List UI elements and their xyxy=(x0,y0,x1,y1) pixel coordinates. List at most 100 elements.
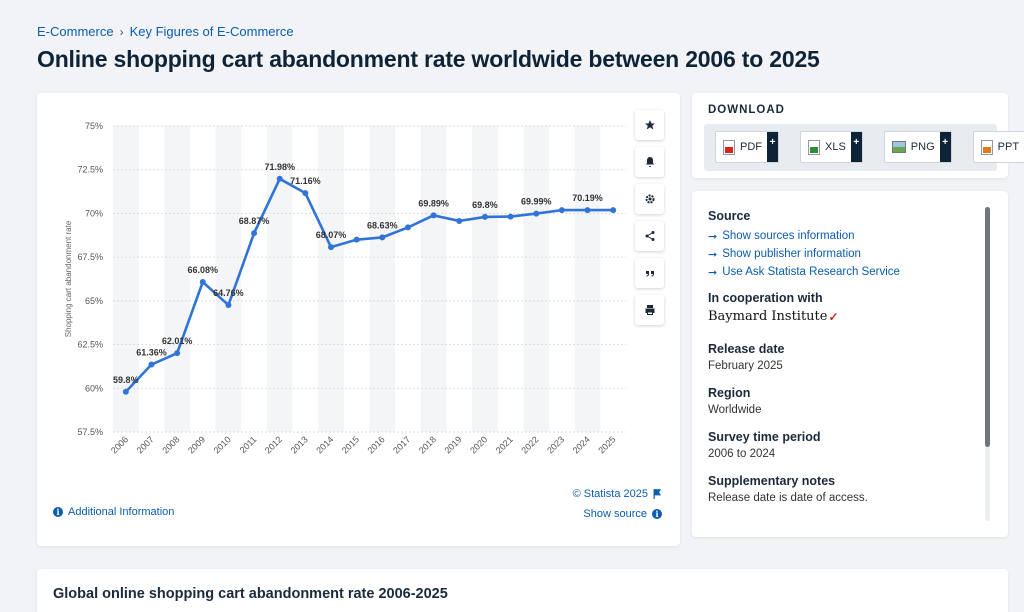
grid-band xyxy=(113,126,139,432)
data-point xyxy=(404,224,411,231)
data-label: 69.8% xyxy=(472,200,498,210)
data-point xyxy=(225,302,232,309)
data-label: 59.8% xyxy=(113,375,139,385)
baymard-logo: Baymard Institute ✓ xyxy=(708,309,978,324)
chart-card: 57.5% 60% 62.5% 65% 67.5% 70% 72.5% 75% Shopping… xyxy=(37,93,680,546)
info-card: Source ➞ Show sources information ➞ Show p… xyxy=(692,191,1008,537)
show-sources-label: Show sources information xyxy=(722,230,855,242)
star-icon xyxy=(644,120,655,130)
grid-band xyxy=(369,126,396,432)
table-card: Global online shopping cart abandonment … xyxy=(37,569,1008,612)
grid-band xyxy=(164,126,190,432)
grid-band xyxy=(574,126,601,432)
additional-information-link[interactable]: i Additional Information xyxy=(53,506,174,518)
data-point xyxy=(122,388,129,395)
download-ppt-label: PPT xyxy=(997,141,1020,153)
info-content: Source ➞ Show sources information ➞ Show p… xyxy=(708,209,978,518)
data-point xyxy=(379,234,386,241)
ask-statista-link[interactable]: ➞ Use Ask Statista Research Service xyxy=(708,263,978,281)
settings-button[interactable] xyxy=(635,184,664,214)
x-tick-label: 2021 xyxy=(494,434,515,455)
data-point xyxy=(174,350,181,357)
x-tick-label: 2013 xyxy=(289,434,310,455)
survey-period-value: 2006 to 2024 xyxy=(708,448,776,460)
data-label: 61.36% xyxy=(136,348,167,358)
download-card: DOWNLOAD PDF + XLS + PNG + PPT + xyxy=(692,93,1024,178)
release-date-label: Release date xyxy=(708,342,785,356)
y-tick-label: 75% xyxy=(85,121,103,131)
table-title: Global online shopping cart abandonment … xyxy=(53,586,448,602)
grid-band xyxy=(523,126,550,432)
x-tick-label: 2023 xyxy=(545,434,566,455)
breadcrumb-item-ecommerce[interactable]: E-Commerce xyxy=(37,24,114,39)
data-point xyxy=(456,217,463,224)
data-label: 69.99% xyxy=(521,197,552,207)
info-icon: i xyxy=(652,509,662,519)
share-button[interactable] xyxy=(635,221,664,251)
plus-icon[interactable]: + xyxy=(850,132,862,162)
quote-icon xyxy=(645,271,654,277)
region-value: Worldwide xyxy=(708,404,762,416)
data-point xyxy=(430,212,437,219)
x-tick-label: 2007 xyxy=(135,434,156,455)
grid-band xyxy=(472,126,498,432)
series-line xyxy=(124,177,614,393)
y-tick-label: 57.5% xyxy=(77,427,103,437)
data-point xyxy=(533,210,540,217)
y-tick-label: 70% xyxy=(85,208,103,218)
data-point xyxy=(353,236,360,243)
additional-information-label: Additional Information xyxy=(68,506,175,518)
info-scrollbar[interactable] xyxy=(985,207,990,521)
data-label: 68.63% xyxy=(367,220,398,230)
copyright[interactable]: © Statista 2025 xyxy=(573,488,662,500)
cite-button[interactable] xyxy=(635,258,664,288)
data-point xyxy=(328,244,335,251)
print-button[interactable] xyxy=(635,295,664,325)
check-icon: ✓ xyxy=(828,309,839,324)
x-tick-label: 2010 xyxy=(212,434,233,455)
data-label: 70.19% xyxy=(572,193,603,203)
notification-button[interactable] xyxy=(635,147,664,177)
x-tick-label: 2019 xyxy=(442,434,463,455)
x-tick-label: 2008 xyxy=(160,434,181,455)
data-label: 68.87% xyxy=(239,216,270,226)
show-sources-link[interactable]: ➞ Show sources information xyxy=(708,227,978,245)
data-point xyxy=(558,207,565,214)
favorite-button[interactable] xyxy=(635,110,664,140)
x-tick-label: 2017 xyxy=(391,434,412,455)
y-tick-label: 65% xyxy=(85,296,103,306)
show-publisher-link[interactable]: ➞ Show publisher information xyxy=(708,245,978,263)
survey-period-label: Survey time period xyxy=(708,430,821,444)
y-axis-label: Shopping cart abandonment rate xyxy=(64,220,73,337)
breadcrumb-item-key-figures[interactable]: Key Figures of E-Commerce xyxy=(129,24,294,39)
download-xls-label: XLS xyxy=(825,141,846,153)
download-xls-button[interactable]: XLS + xyxy=(800,131,863,163)
png-icon xyxy=(891,141,906,153)
x-tick-label: 2014 xyxy=(314,434,335,455)
x-tick-label: 2016 xyxy=(366,434,387,455)
download-pdf-label: PDF xyxy=(740,141,762,153)
breadcrumb-separator: › xyxy=(119,24,124,39)
scrollbar-thumb[interactable] xyxy=(985,207,990,447)
plus-icon[interactable]: + xyxy=(939,132,951,162)
download-ppt-button[interactable]: PPT + xyxy=(972,131,1024,163)
y-tick-label: 67.5% xyxy=(77,252,103,262)
plus-icon[interactable]: + xyxy=(767,132,778,162)
baymard-logo-text: Baymard Institute xyxy=(708,309,828,324)
show-source-link[interactable]: Show source i xyxy=(583,508,662,520)
data-label: 71.16% xyxy=(290,176,321,186)
info-icon: i xyxy=(53,507,63,517)
arrow-right-icon: ➞ xyxy=(708,266,718,279)
chart-toolbar xyxy=(635,110,664,325)
data-point xyxy=(507,213,514,220)
ask-statista-label: Use Ask Statista Research Service xyxy=(722,266,900,278)
download-pdf-button[interactable]: PDF + xyxy=(715,131,779,163)
x-tick-label: 2009 xyxy=(186,434,207,455)
bell-icon xyxy=(645,157,654,167)
data-point xyxy=(199,278,206,285)
data-point xyxy=(251,230,258,237)
pdf-icon xyxy=(723,139,735,155)
download-png-button[interactable]: PNG + xyxy=(883,131,952,163)
x-tick-label: 2018 xyxy=(417,434,438,455)
download-title: DOWNLOAD xyxy=(708,104,785,116)
